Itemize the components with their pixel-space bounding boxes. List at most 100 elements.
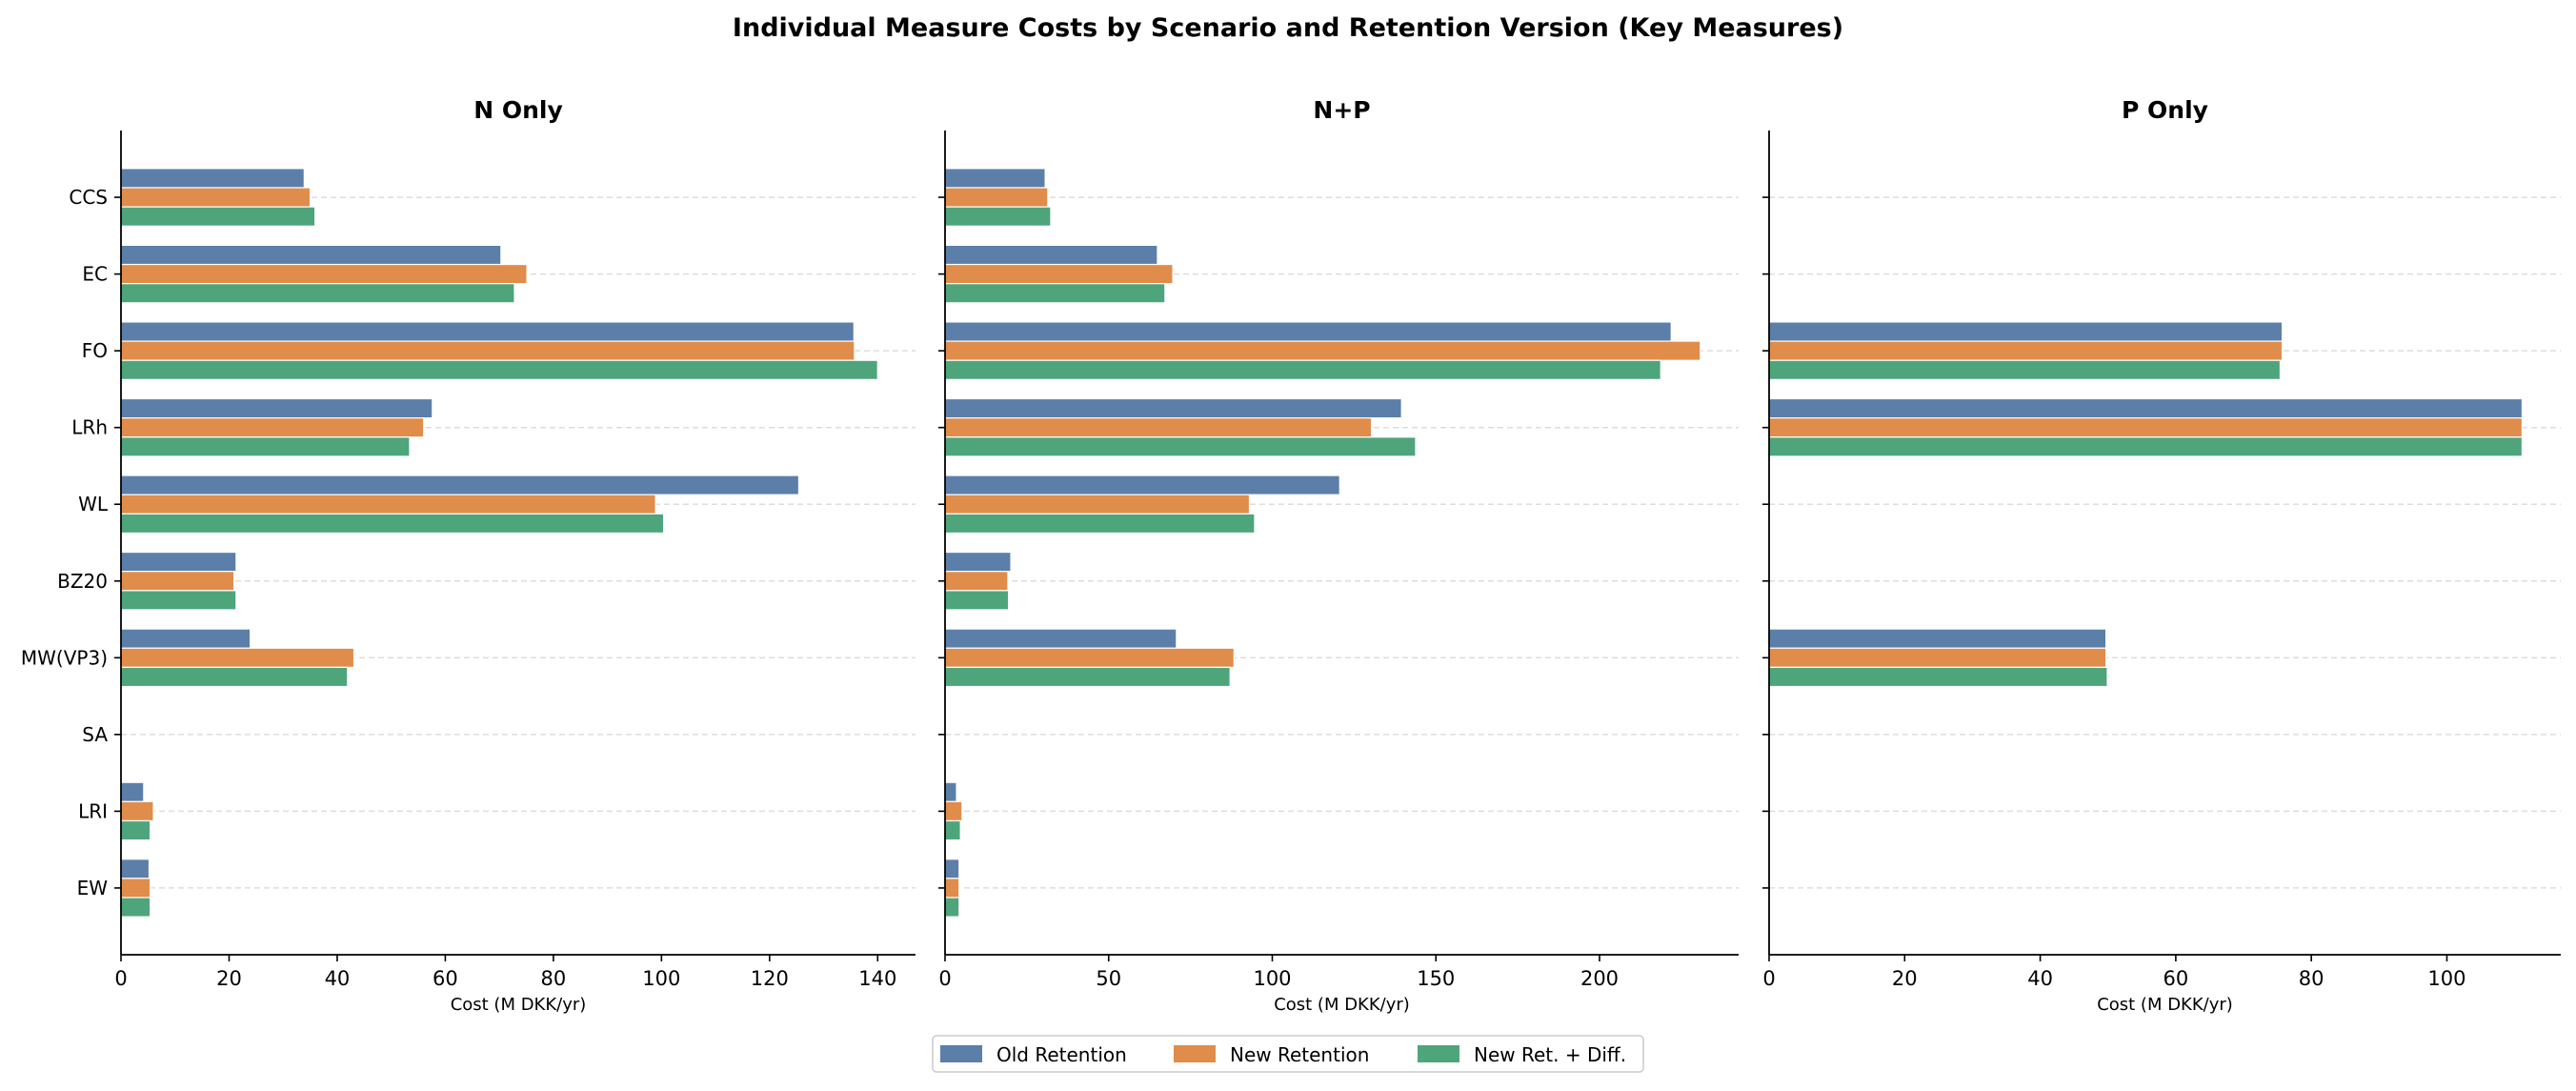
bar-mw(vp3)-1 bbox=[120, 647, 355, 668]
bar-ew-1 bbox=[944, 878, 960, 899]
bar-bz20-2 bbox=[120, 590, 237, 611]
x-axis-label: Cost (M DKK/yr) bbox=[451, 995, 587, 1015]
panel-title: N Only bbox=[473, 96, 563, 124]
x-tick-label: 120 bbox=[751, 967, 789, 990]
bar-ccs-2 bbox=[944, 206, 1052, 227]
y-tick-label: MW(VP3) bbox=[21, 646, 108, 669]
y-tick-label: EC bbox=[82, 263, 108, 286]
x-tick-label: 80 bbox=[2299, 967, 2324, 990]
bar-ew-2 bbox=[120, 897, 151, 918]
y-tick-label: EW bbox=[77, 877, 109, 899]
legend-swatch bbox=[1418, 1045, 1459, 1062]
bar-wl-0 bbox=[944, 475, 1340, 495]
bar-bz20-0 bbox=[120, 551, 237, 573]
y-tick-label: LRI bbox=[78, 799, 108, 822]
bar-ec-2 bbox=[120, 283, 515, 304]
bar-ccs-0 bbox=[120, 168, 305, 189]
bar-ec-0 bbox=[120, 244, 502, 266]
bar-ew-1 bbox=[120, 878, 151, 899]
bar-bz20-2 bbox=[944, 590, 1010, 611]
bar-wl-0 bbox=[120, 475, 800, 495]
bar-fo-0 bbox=[944, 321, 1672, 342]
x-axis-label: Cost (M DKK/yr) bbox=[1274, 995, 1410, 1015]
y-tick-label: SA bbox=[82, 723, 108, 746]
bar-mw(vp3)-1 bbox=[1768, 647, 2107, 668]
bar-wl-1 bbox=[120, 494, 656, 515]
panel-title: P Only bbox=[2122, 96, 2208, 124]
bar-lrh-2 bbox=[120, 436, 411, 457]
x-tick-label: 100 bbox=[2427, 967, 2465, 990]
bar-ec-1 bbox=[944, 263, 1174, 285]
bar-fo-1 bbox=[120, 340, 855, 361]
x-tick-label: 100 bbox=[1253, 967, 1291, 990]
x-tick-label: 60 bbox=[2163, 967, 2189, 990]
y-tick-label: FO bbox=[82, 339, 108, 362]
x-tick-label: 150 bbox=[1417, 967, 1455, 990]
bar-lrh-0 bbox=[1768, 397, 2524, 419]
bar-mw(vp3)-2 bbox=[120, 666, 349, 688]
panel-n-p: N+P 0 50 100 150 200 Cost (M DKK/yr) bbox=[938, 96, 1739, 1015]
x-tick-label: 20 bbox=[1892, 967, 1918, 990]
bar-ew-0 bbox=[120, 859, 151, 879]
bar-ccs-0 bbox=[944, 168, 1046, 189]
y-tick-label: LRh bbox=[71, 416, 108, 439]
bar-wl-1 bbox=[944, 494, 1251, 515]
y-tick-label: WL bbox=[78, 493, 109, 515]
bar-fo-0 bbox=[120, 321, 855, 342]
bar-lrh-2 bbox=[944, 436, 1417, 457]
x-tick-label: 140 bbox=[858, 967, 896, 990]
bar-mw(vp3)-0 bbox=[944, 628, 1177, 649]
y-tick-label: BZ20 bbox=[57, 570, 108, 593]
panel-title: N+P bbox=[1313, 96, 1370, 124]
bar-wl-2 bbox=[944, 513, 1256, 535]
bar-lri-1 bbox=[120, 800, 154, 822]
x-tick-label: 20 bbox=[216, 967, 242, 990]
bar-mw(vp3)-2 bbox=[1768, 666, 2108, 688]
y-tick-label: CCS bbox=[69, 186, 108, 209]
x-tick-label: 100 bbox=[642, 967, 680, 990]
bar-mw(vp3)-0 bbox=[120, 628, 252, 649]
bar-lri-2 bbox=[120, 819, 151, 841]
x-tick-label: 50 bbox=[1096, 967, 1121, 990]
x-tick-label: 40 bbox=[325, 967, 351, 990]
x-tick-label: 0 bbox=[1762, 967, 1775, 990]
bar-ec-2 bbox=[944, 283, 1166, 304]
figure-title: Individual Measure Costs by Scenario and… bbox=[733, 13, 1843, 43]
bar-lrh-1 bbox=[1768, 417, 2524, 438]
bar-bz20-0 bbox=[944, 551, 1012, 573]
bar-fo-2 bbox=[944, 359, 1661, 380]
x-tick-label: 200 bbox=[1580, 967, 1619, 990]
bar-ew-0 bbox=[944, 859, 960, 879]
bar-bz20-1 bbox=[120, 571, 235, 592]
bar-bz20-1 bbox=[944, 571, 1009, 592]
x-axis-label: Cost (M DKK/yr) bbox=[2097, 995, 2233, 1015]
legend-label: New Ret. + Diff. bbox=[1474, 1043, 1626, 1066]
panel-p-only: P Only 0 20 40 60 80 100 Cost (M DKK/yr) bbox=[1762, 96, 2561, 1015]
bar-fo-2 bbox=[1768, 359, 2282, 380]
legend-label: Old Retention bbox=[996, 1043, 1127, 1066]
legend-label: New Retention bbox=[1230, 1043, 1369, 1066]
bar-fo-2 bbox=[120, 359, 878, 380]
x-tick-label: 80 bbox=[541, 967, 567, 990]
x-tick-label: 40 bbox=[2027, 967, 2053, 990]
bar-wl-2 bbox=[120, 513, 665, 535]
panel-n-only: N Only CCS EC FO LRh WL BZ20 MW(VP3) SA LRI EW 0 20 4… bbox=[21, 96, 916, 1015]
bar-mw(vp3)-0 bbox=[1768, 628, 2107, 649]
legend-swatch bbox=[940, 1045, 982, 1062]
bar-lrh-1 bbox=[120, 417, 425, 438]
bar-lri-1 bbox=[944, 800, 963, 822]
x-tick-label: 0 bbox=[114, 967, 127, 990]
bar-fo-0 bbox=[1768, 321, 2284, 342]
x-tick-label: 0 bbox=[938, 967, 951, 990]
legend-swatch bbox=[1174, 1045, 1216, 1062]
bar-lrh-0 bbox=[120, 397, 433, 419]
legend-frame bbox=[932, 1035, 1644, 1073]
bar-lri-0 bbox=[120, 781, 145, 802]
bar-ec-1 bbox=[120, 263, 528, 285]
bar-lri-0 bbox=[944, 781, 957, 802]
bar-ec-0 bbox=[944, 244, 1158, 266]
bar-fo-1 bbox=[1768, 340, 2284, 361]
bar-ccs-2 bbox=[120, 206, 316, 227]
x-tick-label: 60 bbox=[433, 967, 458, 990]
